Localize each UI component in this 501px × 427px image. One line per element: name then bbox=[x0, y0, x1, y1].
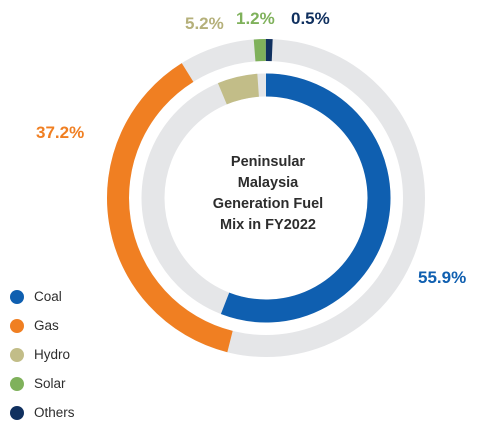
title-line-1: Peninsular bbox=[196, 152, 340, 173]
legend-item-coal: Coal bbox=[10, 282, 75, 311]
label-solar-pct: 1.2% bbox=[236, 9, 275, 29]
title-line-3: Generation Fuel bbox=[196, 194, 340, 215]
title-line-2: Malaysia bbox=[196, 173, 340, 194]
legend-swatch-coal bbox=[10, 290, 24, 304]
legend-item-hydro: Hydro bbox=[10, 340, 75, 369]
label-others-pct: 0.5% bbox=[291, 9, 330, 29]
label-coal-pct: 55.9% bbox=[418, 268, 466, 288]
legend-swatch-hydro bbox=[10, 348, 24, 362]
title-line-4: Mix in FY2022 bbox=[196, 215, 340, 236]
legend-label-solar: Solar bbox=[34, 376, 66, 391]
legend-label-hydro: Hydro bbox=[34, 347, 70, 362]
legend-item-gas: Gas bbox=[10, 311, 75, 340]
legend-swatch-gas bbox=[10, 319, 24, 333]
arc-hydro bbox=[222, 85, 258, 93]
legend-label-others: Others bbox=[34, 405, 75, 420]
label-hydro-pct: 5.2% bbox=[185, 14, 224, 34]
chart-title: Peninsular Malaysia Generation Fuel Mix … bbox=[196, 152, 340, 236]
legend-swatch-solar bbox=[10, 377, 24, 391]
legend-label-gas: Gas bbox=[34, 318, 59, 333]
legend: Coal Gas Hydro Solar Others bbox=[10, 282, 75, 427]
legend-label-coal: Coal bbox=[34, 289, 62, 304]
legend-item-solar: Solar bbox=[10, 369, 75, 398]
label-gas-pct: 37.2% bbox=[36, 123, 84, 143]
legend-swatch-others bbox=[10, 406, 24, 420]
